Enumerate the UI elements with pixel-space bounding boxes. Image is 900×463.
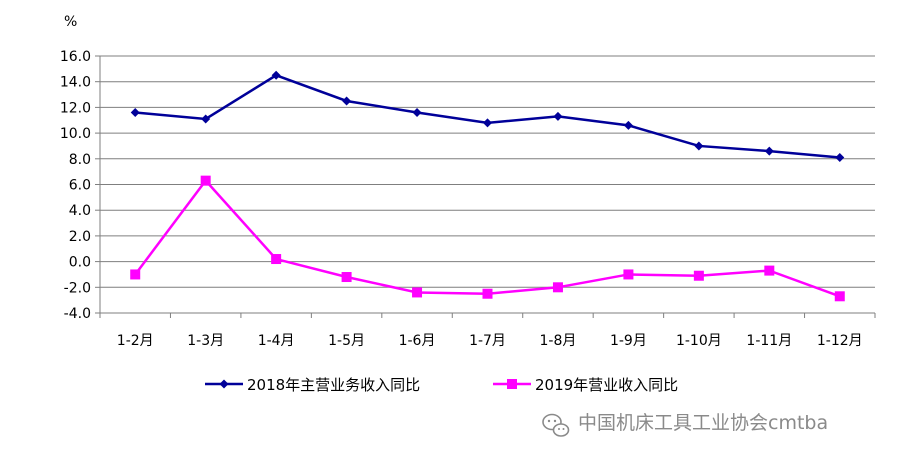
data-point	[412, 108, 422, 118]
data-point	[271, 70, 281, 80]
y-axis-ticks: 16.0 14.0 12.0 10.0 8.0 6.0 4.0 2.0 0.0 -2.0 -4.0	[60, 49, 91, 322]
y-tick-label: 16.0	[60, 49, 91, 65]
x-tick-label: 1-11月	[746, 333, 792, 349]
y-tick-label: -2.0	[64, 280, 91, 296]
legend-item-2: 2019年营业收入同比	[493, 376, 678, 394]
x-tick-label: 1-2月	[117, 333, 154, 349]
legend-label: 2018年主营业务收入同比	[247, 376, 420, 394]
y-tick-label: 12.0	[60, 100, 91, 116]
legend-swatch-marker	[219, 379, 229, 389]
data-point	[342, 96, 352, 106]
data-point	[271, 254, 282, 265]
legend-label: 2019年营业收入同比	[535, 376, 678, 394]
data-point	[130, 269, 141, 280]
watermark: 中国机床工具工业协会cmtba	[542, 412, 828, 437]
y-tick-label: -4.0	[64, 306, 91, 322]
y-unit-label: %	[64, 14, 77, 30]
y-tick-label: 10.0	[60, 126, 91, 142]
data-point	[835, 153, 845, 163]
y-tick-label: 8.0	[69, 152, 91, 168]
data-point	[834, 291, 845, 302]
legend-swatch-marker	[507, 379, 517, 389]
x-tick-label: 1-6月	[399, 333, 436, 349]
legend: 2018年主营业务收入同比 2019年营业收入同比	[205, 376, 678, 394]
data-point	[200, 175, 211, 186]
data-point	[552, 282, 563, 293]
data-point	[483, 118, 492, 128]
x-tick-label: 1-3月	[187, 333, 224, 349]
series-2	[130, 175, 845, 302]
y-tick-label: 4.0	[69, 203, 91, 219]
y-tick-label: 6.0	[69, 178, 91, 194]
data-point	[341, 272, 352, 283]
x-tick-label: 1-4月	[258, 333, 295, 349]
wechat-icon	[542, 413, 570, 437]
x-tick-label: 1-10月	[676, 333, 722, 349]
x-tick-label: 1-12月	[817, 333, 863, 349]
data-point	[764, 146, 774, 156]
series-line	[134, 178, 841, 298]
legend-item-1: 2018年主营业务收入同比	[205, 376, 420, 394]
data-point	[623, 269, 634, 280]
y-tick-label: 2.0	[69, 229, 91, 245]
series-line	[135, 73, 840, 159]
x-tick-label: 1-9月	[610, 333, 647, 349]
series-group	[130, 70, 845, 302]
x-tick-label: 1-5月	[328, 333, 365, 349]
watermark-text: 中国机床工具工业协会cmtba	[578, 412, 828, 434]
data-point	[623, 120, 633, 130]
y-tick-label: 14.0	[60, 75, 91, 91]
data-point	[553, 111, 563, 121]
data-point	[482, 288, 493, 299]
data-point	[130, 108, 140, 118]
data-point	[694, 141, 704, 151]
y-tick-label: 0.0	[69, 255, 91, 271]
series-1	[130, 70, 845, 163]
x-tick-label: 1-8月	[540, 333, 577, 349]
data-point	[693, 270, 704, 281]
x-tick-label: 1-7月	[469, 333, 506, 349]
grid-lines	[95, 55, 876, 318]
data-point	[412, 287, 423, 298]
data-point	[764, 265, 775, 276]
data-point	[201, 114, 211, 124]
x-axis-ticks: 1-2月 1-3月 1-4月 1-5月 1-6月 1-7月 1-8月 1-9月 1-10月 1-1…	[117, 333, 863, 349]
